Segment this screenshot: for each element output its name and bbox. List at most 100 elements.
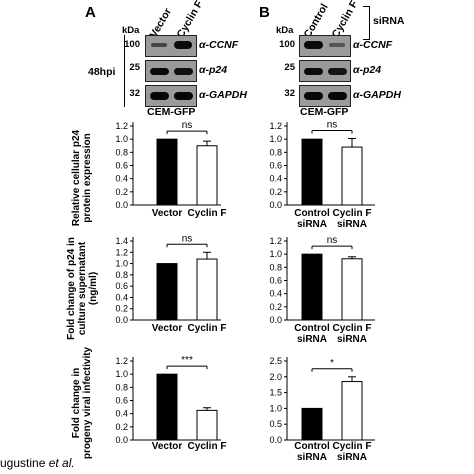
bar xyxy=(341,258,363,321)
mw-marker: 100 xyxy=(279,39,295,50)
y-tick-label: 2.0 xyxy=(269,372,282,382)
y-tick-label: 1.0 xyxy=(115,134,128,144)
bar xyxy=(156,373,178,441)
y-tick-label: 0.8 xyxy=(115,270,128,280)
blot-label-ccnf-b: α-CCNF xyxy=(353,39,393,51)
y-tick-label: 0.6 xyxy=(269,161,282,171)
significance-label: ns xyxy=(327,235,338,246)
timepoint-label: 48hpi xyxy=(88,66,116,78)
blot-label-ccnf: α-CCNF xyxy=(199,39,239,51)
category-label: Vector xyxy=(152,208,183,219)
y-tick-label: 1.0 xyxy=(115,259,128,269)
sirna-label: siRNA xyxy=(373,15,405,27)
y-tick-label: 0.0 xyxy=(269,200,282,210)
category-label: Cyclin F xyxy=(333,208,372,219)
significance-label: ns xyxy=(182,233,193,244)
category-label: Vector xyxy=(152,441,183,452)
y-tick-label: 0.8 xyxy=(115,147,128,157)
western-blot-p24-a xyxy=(145,60,197,82)
western-blot-ccnf-b xyxy=(299,35,351,57)
y-tick-label: 1.2 xyxy=(269,236,282,246)
y-tick-label: 1.0 xyxy=(269,403,282,413)
y-tick-label: 0.2 xyxy=(269,187,282,197)
y-tick-label: 0.0 xyxy=(115,200,128,210)
mw-marker: 25 xyxy=(284,62,295,73)
y-tick-label: 0.8 xyxy=(115,382,128,392)
timepoint-bracket xyxy=(124,35,125,107)
y-tick-label: 0.4 xyxy=(269,289,282,299)
category-label: siRNA xyxy=(297,452,327,463)
sirna-bracket xyxy=(363,6,370,40)
y-tick-label: 1.0 xyxy=(115,369,128,379)
y-tick-label: 0.8 xyxy=(269,262,282,272)
significance-label: ns xyxy=(327,120,338,131)
y-tick-label: 1.2 xyxy=(115,356,128,366)
category-label: siRNA xyxy=(337,452,367,463)
kda-label-a: kDa xyxy=(122,25,140,36)
citation-footer: ugustine et al. xyxy=(0,456,75,470)
cell-line-label-a: CEM-GFP xyxy=(147,106,196,118)
panel-letter-b: B xyxy=(259,4,270,21)
y-tick-label: 1.4 xyxy=(115,236,128,246)
bar xyxy=(341,381,363,441)
kda-label-b: kDa xyxy=(276,25,294,36)
y-tick-label: 0.2 xyxy=(115,422,128,432)
y-tick-label: 0.2 xyxy=(269,302,282,312)
western-blot-p24-b xyxy=(299,60,351,82)
y-tick-label: 0.4 xyxy=(269,174,282,184)
blot-label-p24-b: α-p24 xyxy=(353,64,382,76)
y-tick-label: 0.6 xyxy=(115,281,128,291)
category-label: siRNA xyxy=(337,219,367,230)
mw-marker: 32 xyxy=(284,88,295,99)
blot-label-p24: α-p24 xyxy=(199,64,228,76)
mw-marker: 25 xyxy=(129,62,140,73)
mw-marker: 100 xyxy=(124,39,140,50)
category-label: siRNA xyxy=(297,219,327,230)
category-label: Cyclin F xyxy=(188,323,227,334)
cell-line-label-b: CEM-GFP xyxy=(300,106,349,118)
y-tick-label: 0.6 xyxy=(269,276,282,286)
category-label: Cyclin F xyxy=(333,323,372,334)
category-label: Vector xyxy=(152,323,183,334)
category-label: Control xyxy=(294,208,330,219)
y-tick-label: 0.4 xyxy=(115,409,128,419)
bar xyxy=(341,146,363,206)
y-tick-label: 0.5 xyxy=(269,419,282,429)
citation-etal: et al. xyxy=(48,456,75,470)
category-label: Cyclin F xyxy=(333,441,372,452)
western-blot-gapdh-b xyxy=(299,85,351,107)
bar xyxy=(301,138,323,206)
y-tick-label: 0.4 xyxy=(115,292,128,302)
y-tick-label: 1.5 xyxy=(269,388,282,398)
blot-label-gapdh: α-GAPDH xyxy=(199,89,247,101)
bar xyxy=(196,409,218,441)
y-tick-label: 1.2 xyxy=(115,121,128,131)
category-label: Control xyxy=(294,323,330,334)
y-tick-label: 0.0 xyxy=(269,435,282,445)
bar xyxy=(196,145,218,206)
significance-label: ns xyxy=(182,120,193,131)
y-tick-label: 0.6 xyxy=(115,161,128,171)
y-tick-label: 0.4 xyxy=(115,174,128,184)
mw-marker: 32 xyxy=(129,88,140,99)
category-label: Cyclin F xyxy=(188,208,227,219)
western-blot-ccnf-a xyxy=(145,35,197,57)
y-tick-label: 0.8 xyxy=(269,147,282,157)
bar xyxy=(156,138,178,206)
category-label: siRNA xyxy=(337,334,367,345)
y-tick-label: 0.0 xyxy=(269,315,282,325)
blot-label-gapdh-b: α-GAPDH xyxy=(353,89,401,101)
significance-label: *** xyxy=(181,355,193,366)
y-tick-label: 1.2 xyxy=(269,121,282,131)
bar xyxy=(301,253,323,321)
y-tick-label: 2.5 xyxy=(269,356,282,366)
y-tick-label: 1.0 xyxy=(269,249,282,259)
bar xyxy=(196,258,218,321)
bar xyxy=(301,407,323,441)
y-tick-label: 0.0 xyxy=(115,315,128,325)
significance-label: * xyxy=(330,358,334,369)
y-tick-label: 0.6 xyxy=(115,396,128,406)
bar xyxy=(156,263,178,321)
western-blot-gapdh-a xyxy=(145,85,197,107)
